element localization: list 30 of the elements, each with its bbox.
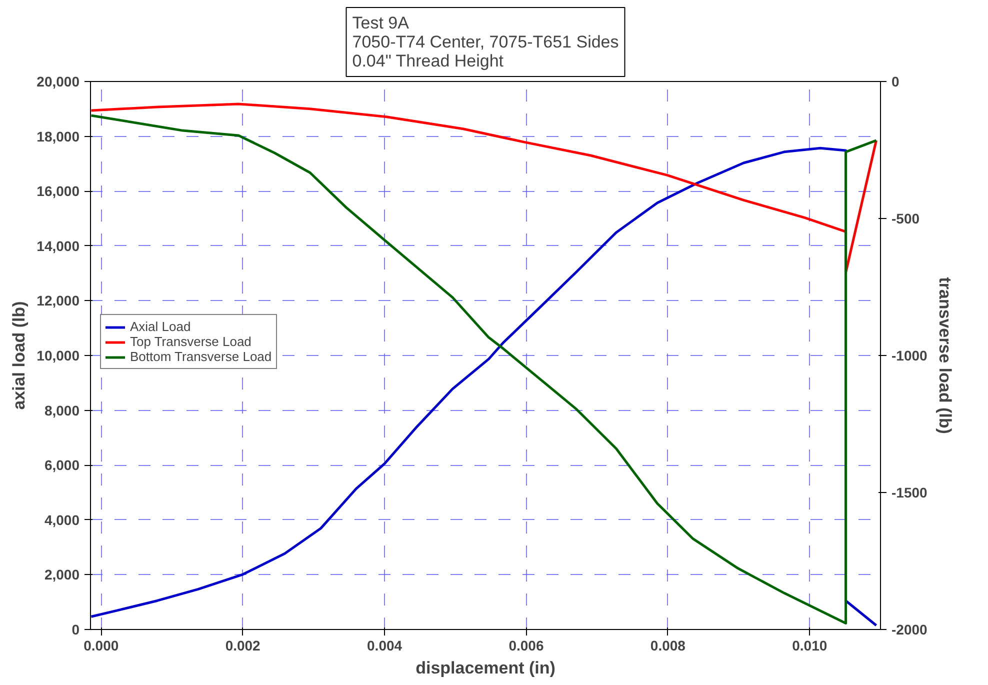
y-tick-label: 12,000 <box>36 292 80 309</box>
x-tick-label: 0.006 <box>508 638 544 654</box>
y2-tick-label: 0 <box>892 74 900 90</box>
x-axis-title: displacement (in) <box>416 658 556 678</box>
y2-tick-label: -500 <box>892 210 920 226</box>
legend-label: Top Transverse Load <box>130 334 252 349</box>
y2-axis-title: transverse load (lb) <box>935 277 954 434</box>
y-tick-label: 20,000 <box>36 74 80 90</box>
y2-tick-label: -1500 <box>892 484 928 500</box>
x-tick-label: 0.008 <box>650 638 686 654</box>
chart-title: Test 9A 7050-T74 Center, 7075-T651 Sides 0.04" Thread Height <box>352 14 619 70</box>
line-series <box>90 102 878 274</box>
x-tick-label: 0.000 <box>84 638 119 654</box>
y-tick-label: 0 <box>72 622 80 638</box>
x-tick-label: 0.002 <box>225 638 261 654</box>
y-tick-label: 2,000 <box>44 566 80 583</box>
y-axis-title: axial load (lb) <box>10 301 29 410</box>
legend-label: Bottom Transverse Load <box>130 349 272 364</box>
legend-label: Axial Load <box>130 319 191 334</box>
y-tick-label: 6,000 <box>44 457 80 474</box>
y2-tick-label: -1000 <box>892 348 928 364</box>
y2-tick-label: -2000 <box>892 622 928 638</box>
x-tick-label: 0.004 <box>367 638 402 654</box>
x-tick-label: 0.010 <box>792 638 828 654</box>
y-tick-label: 8,000 <box>44 402 80 418</box>
y-tick-label: 4,000 <box>44 512 80 528</box>
y-tick-label: 18,000 <box>36 128 80 144</box>
y-tick-label: 10,000 <box>36 348 80 364</box>
y-tick-label: 16,000 <box>36 183 80 200</box>
y-tick-label: 14,000 <box>36 238 80 254</box>
